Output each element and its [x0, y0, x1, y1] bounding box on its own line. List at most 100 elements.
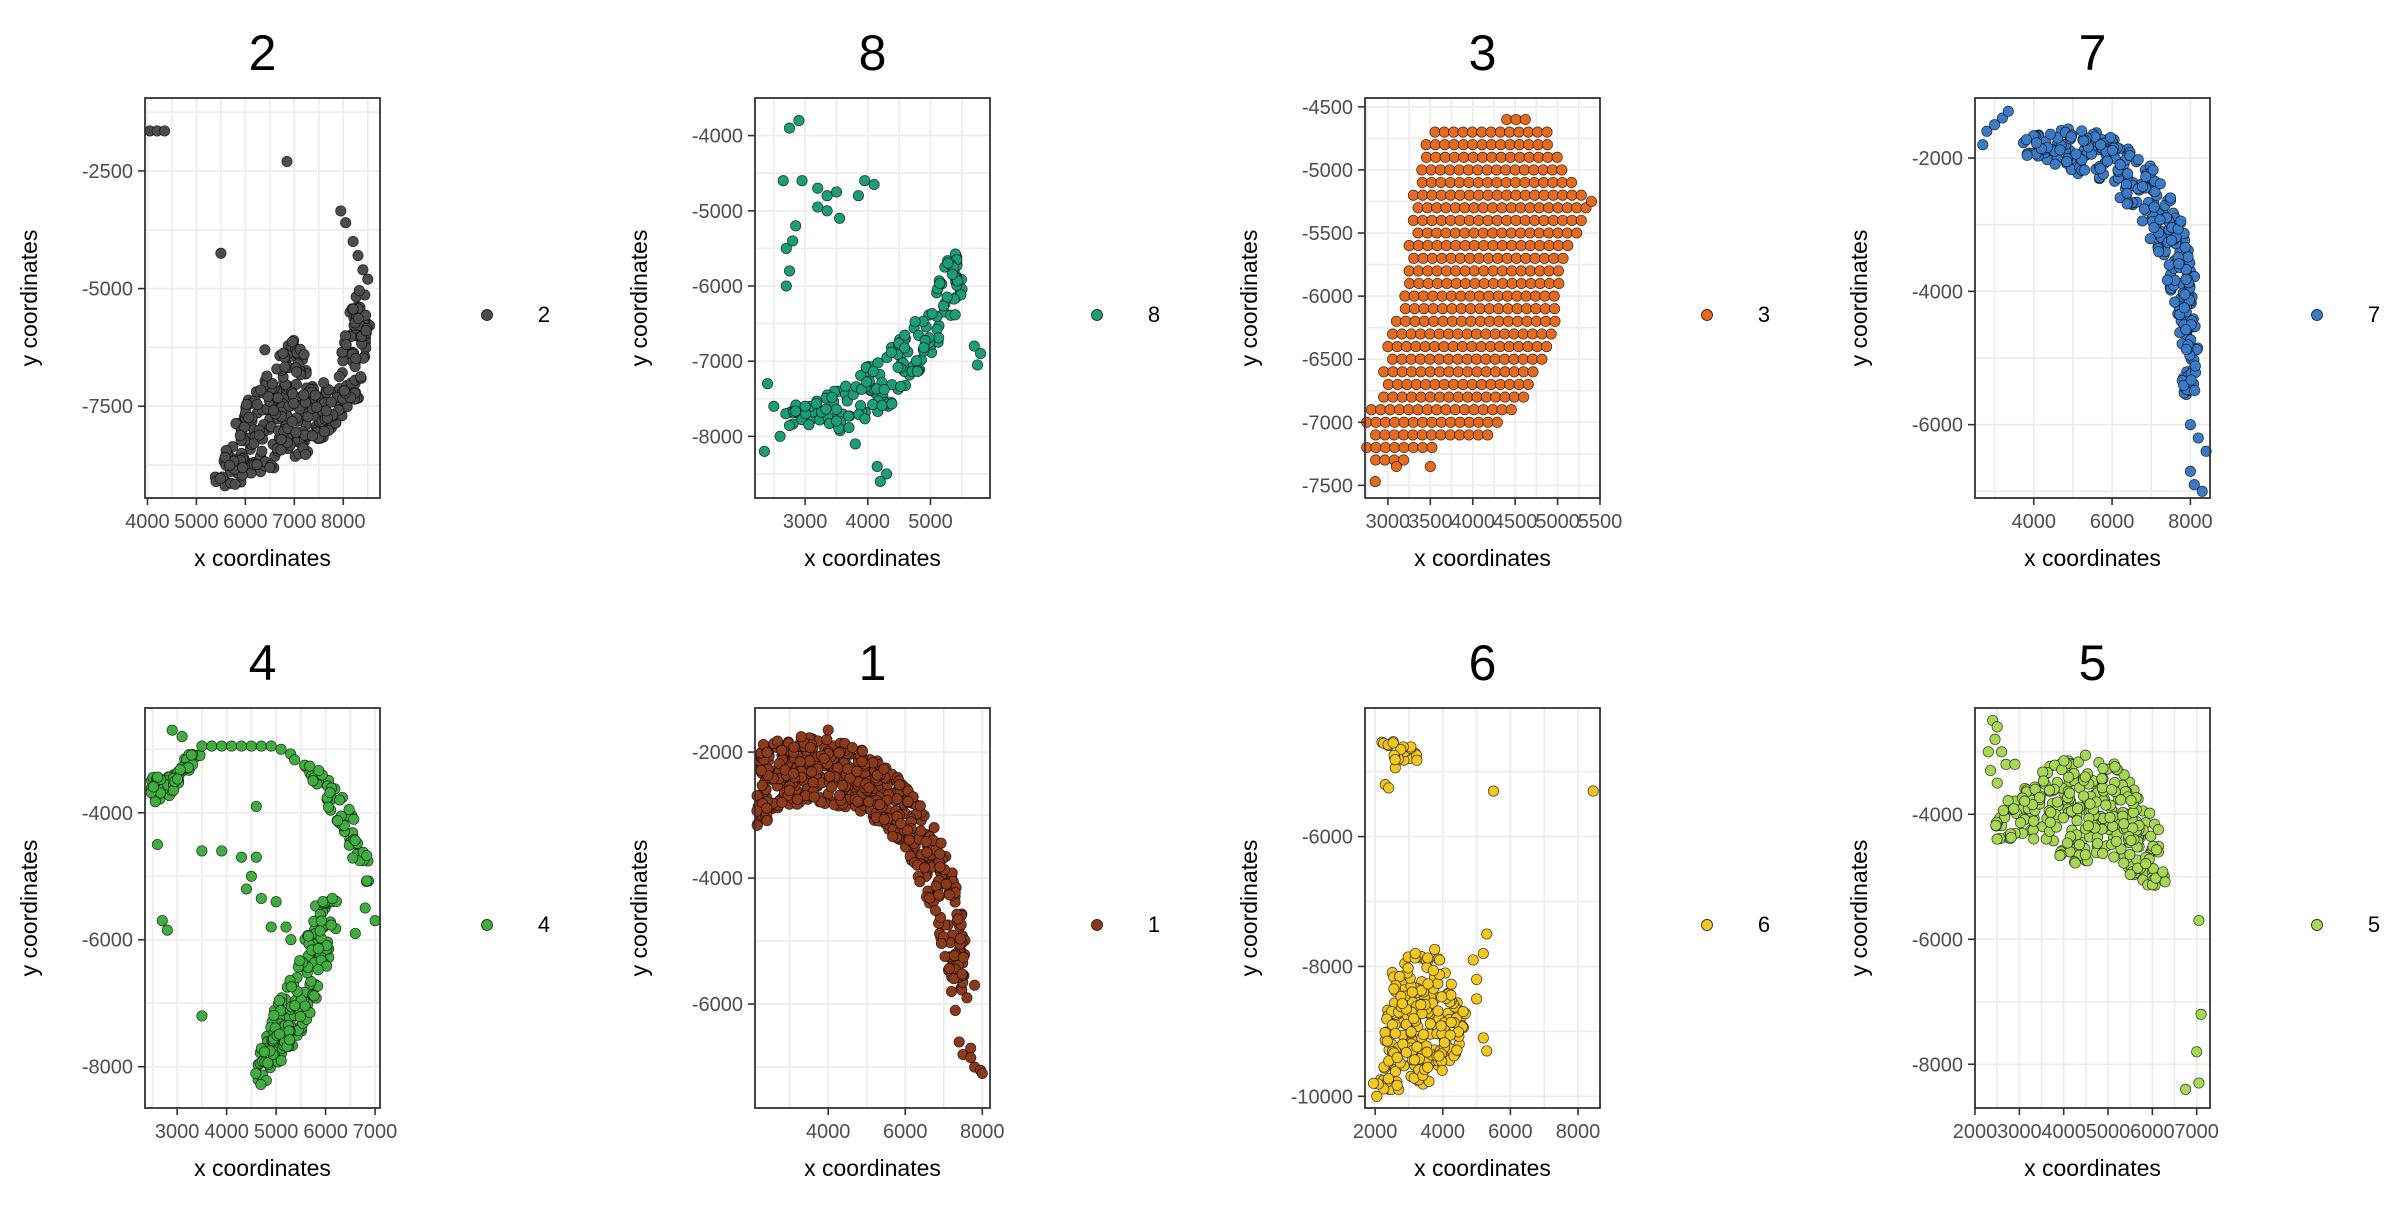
data-point — [1547, 176, 1559, 189]
y-tick-label: -4500 — [1302, 97, 1353, 119]
data-point — [1457, 378, 1469, 390]
data-point — [1534, 277, 1546, 290]
data-point — [921, 846, 933, 858]
data-point — [1527, 353, 1539, 365]
data-point — [1475, 341, 1487, 353]
data-point — [856, 755, 868, 767]
data-point — [1440, 227, 1452, 239]
data-point — [2051, 796, 2063, 808]
data-point — [1369, 476, 1381, 488]
data-point — [886, 398, 898, 410]
data-point — [2118, 857, 2130, 869]
data-point — [1468, 265, 1480, 277]
data-point — [911, 365, 923, 377]
data-point — [1445, 252, 1457, 264]
points-4 — [145, 724, 381, 1091]
panel-6: 2000 4000 6000 8000 -6000 -8000 -10000 6 x coord… — [1236, 635, 1770, 1181]
data-point — [1524, 265, 1536, 277]
data-point — [1468, 227, 1480, 239]
data-point — [1530, 315, 1542, 327]
data-point — [2121, 187, 2133, 199]
data-point — [268, 1009, 280, 1021]
data-point — [1403, 277, 1416, 290]
data-point — [1485, 139, 1497, 151]
data-point — [1481, 928, 1493, 940]
data-point — [1422, 978, 1434, 990]
data-point — [1476, 151, 1489, 163]
y-tick-label: -7500 — [82, 396, 133, 418]
x-tick-label: 5000 — [1535, 511, 1580, 533]
data-point — [1382, 341, 1394, 353]
data-point — [1426, 429, 1438, 441]
data-point — [1543, 240, 1555, 252]
data-point — [1538, 252, 1550, 264]
data-point — [2076, 125, 2088, 137]
x-axis-label: x coordinates — [194, 545, 331, 571]
data-point — [2002, 795, 2014, 807]
data-point — [1417, 290, 1430, 302]
data-point — [1478, 240, 1490, 252]
data-point — [1431, 202, 1443, 214]
data-point — [787, 235, 799, 247]
data-point — [1461, 328, 1473, 340]
y-tick-label: -6500 — [1302, 349, 1353, 371]
data-point — [1499, 366, 1511, 378]
legend-label: 4 — [538, 912, 550, 937]
data-point — [1466, 341, 1478, 353]
data-point — [361, 875, 373, 887]
data-point — [2079, 749, 2091, 761]
data-point — [842, 410, 855, 422]
data-point — [360, 325, 372, 337]
data-point — [1434, 954, 1446, 966]
data-point — [1444, 176, 1456, 189]
data-point — [1541, 341, 1553, 353]
data-point — [933, 889, 945, 901]
data-point — [352, 250, 364, 262]
x-tick-label: 2000 — [1953, 1121, 1998, 1143]
data-point — [851, 765, 863, 777]
data-point — [924, 892, 936, 904]
data-point — [149, 796, 161, 808]
data-point — [1421, 202, 1433, 214]
data-point — [794, 756, 806, 768]
legend-label: 2 — [538, 302, 550, 327]
data-point — [1547, 214, 1559, 226]
data-point — [899, 329, 911, 341]
data-point — [1477, 227, 1489, 239]
data-point — [953, 1036, 965, 1048]
data-point — [1463, 416, 1475, 428]
data-point — [1483, 290, 1495, 302]
data-point — [1454, 176, 1466, 189]
data-point — [2070, 148, 2082, 160]
data-point — [2096, 773, 2108, 785]
data-point — [1391, 341, 1403, 353]
data-point — [1451, 1044, 1463, 1056]
data-point — [350, 352, 362, 365]
data-point — [1984, 764, 1997, 777]
data-point — [1411, 1041, 1423, 1053]
data-point — [1456, 315, 1468, 327]
data-point — [1426, 214, 1438, 226]
data-point — [2189, 384, 2201, 397]
data-point — [874, 798, 886, 811]
data-point — [1403, 265, 1415, 277]
data-point — [166, 724, 178, 736]
data-point — [369, 915, 381, 927]
data-point — [1436, 991, 1448, 1003]
data-point — [1445, 978, 1457, 990]
data-point — [1390, 460, 1402, 473]
data-point — [1524, 202, 1536, 214]
data-point — [362, 273, 374, 285]
data-point — [2150, 872, 2162, 884]
data-point — [1566, 176, 1578, 189]
data-point — [1467, 151, 1479, 163]
data-point — [1426, 176, 1438, 189]
data-point — [275, 743, 287, 755]
data-point — [822, 724, 834, 736]
data-point — [943, 889, 955, 901]
data-point — [1474, 315, 1486, 327]
data-point — [948, 973, 960, 985]
data-point — [928, 822, 940, 834]
data-point — [1517, 353, 1529, 365]
